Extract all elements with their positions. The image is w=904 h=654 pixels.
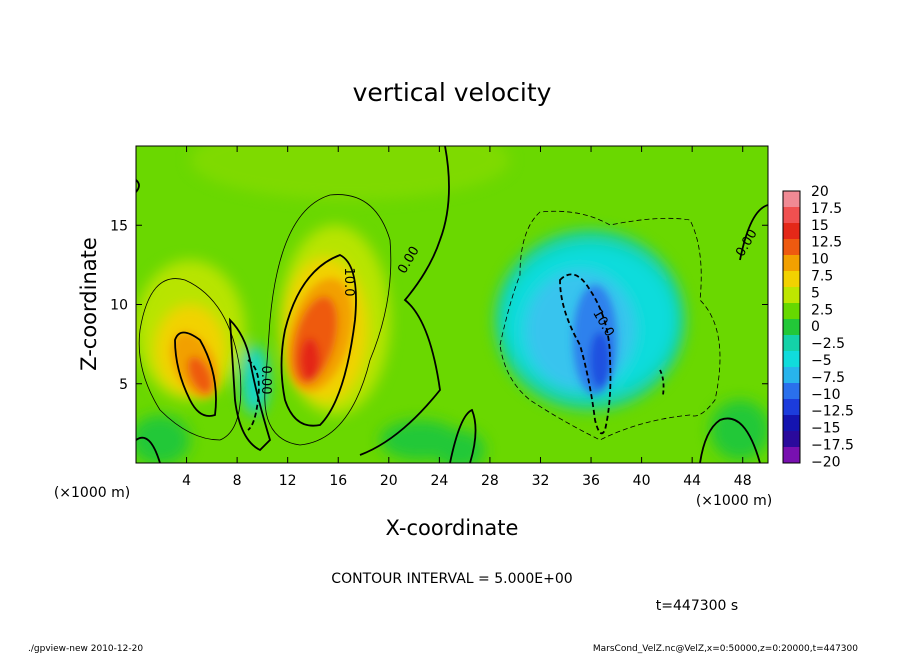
- x-tick-label: 24: [430, 473, 448, 489]
- colorbar-swatch: [783, 239, 800, 256]
- x-tick-label: 28: [481, 473, 499, 489]
- x-tick-label: 36: [582, 473, 600, 489]
- colorbar-swatch: [783, 447, 800, 464]
- y-unit-label: (×1000 m): [54, 485, 130, 501]
- x-tick-label: 12: [279, 473, 297, 489]
- colorbar-swatch: [783, 303, 800, 320]
- colorbar-swatch: [783, 255, 800, 272]
- y-tick-label: 10: [110, 298, 128, 314]
- colorbar-label: 17.5: [811, 201, 842, 217]
- colorbar-swatch: [783, 351, 800, 368]
- colorbar-swatch: [783, 431, 800, 448]
- colorbar-label: −17.5: [811, 438, 854, 454]
- colorbar-label: −12.5: [811, 404, 854, 420]
- colorbar-label: 10: [811, 252, 829, 268]
- colorbar-swatch: [783, 223, 800, 240]
- x-unit-label: (×1000 m): [696, 493, 772, 509]
- colorbar-swatch: [783, 415, 800, 432]
- colorbar-label: −5: [811, 353, 832, 369]
- colorbar-swatch: [783, 207, 800, 224]
- colorbar: 2017.51512.5107.552.50−2.5−5−7.5−10−12.5…: [782, 184, 854, 470]
- colorbar-label: −10: [811, 387, 841, 403]
- x-tick-label: 32: [532, 473, 550, 489]
- colorbar-swatch: [783, 335, 800, 352]
- y-tick-label: 15: [110, 218, 128, 234]
- contour-label: 10.0: [341, 268, 356, 297]
- colorbar-label: 20: [811, 184, 829, 200]
- y-axis-label: Z-coordinate: [77, 237, 101, 371]
- colorbar-label: 5: [811, 285, 820, 301]
- colorbar-swatch: [783, 287, 800, 304]
- colorbar-swatch: [783, 271, 800, 288]
- colorbar-swatch: [783, 367, 800, 384]
- colorbar-label: 2.5: [811, 302, 833, 318]
- contour-interval-text: CONTOUR INTERVAL = 5.000E+00: [331, 571, 572, 587]
- x-tick-label: 20: [380, 473, 398, 489]
- y-tick-label: 5: [119, 377, 128, 393]
- colorbar-label: −7.5: [811, 370, 845, 386]
- x-tick-label: 40: [633, 473, 651, 489]
- footer-left: ./gpview-new 2010-12-20: [28, 644, 143, 654]
- contour-label: 0.00: [258, 366, 273, 395]
- colorbar-label: 7.5: [811, 269, 833, 285]
- colorbar-label: −2.5: [811, 336, 845, 352]
- colorbar-label: 12.5: [811, 235, 842, 251]
- colorbar-label: 15: [811, 218, 829, 234]
- colorbar-frame: [782, 190, 801, 464]
- footer-right: MarsCond_VelZ.nc@VelZ,x=0:50000,z=0:2000…: [593, 644, 858, 654]
- colorbar-swatch: [783, 191, 800, 208]
- colorbar-swatch: [783, 319, 800, 336]
- plot-area: [136, 146, 768, 463]
- colorbar-label: −20: [811, 454, 841, 470]
- time-text: t=447300 s: [656, 598, 738, 614]
- colorbar-swatch: [783, 399, 800, 416]
- colorbar-label: −15: [811, 421, 841, 437]
- x-axis-label: X-coordinate: [386, 516, 519, 540]
- x-tick-label: 48: [734, 473, 752, 489]
- x-tick-label: 44: [683, 473, 701, 489]
- x-tick-label: 16: [329, 473, 347, 489]
- x-tick-label: 4: [182, 473, 191, 489]
- x-tick-label: 8: [233, 473, 242, 489]
- colorbar-label: 0: [811, 319, 820, 335]
- chart-title: vertical velocity: [353, 78, 552, 107]
- colorbar-swatch: [783, 383, 800, 400]
